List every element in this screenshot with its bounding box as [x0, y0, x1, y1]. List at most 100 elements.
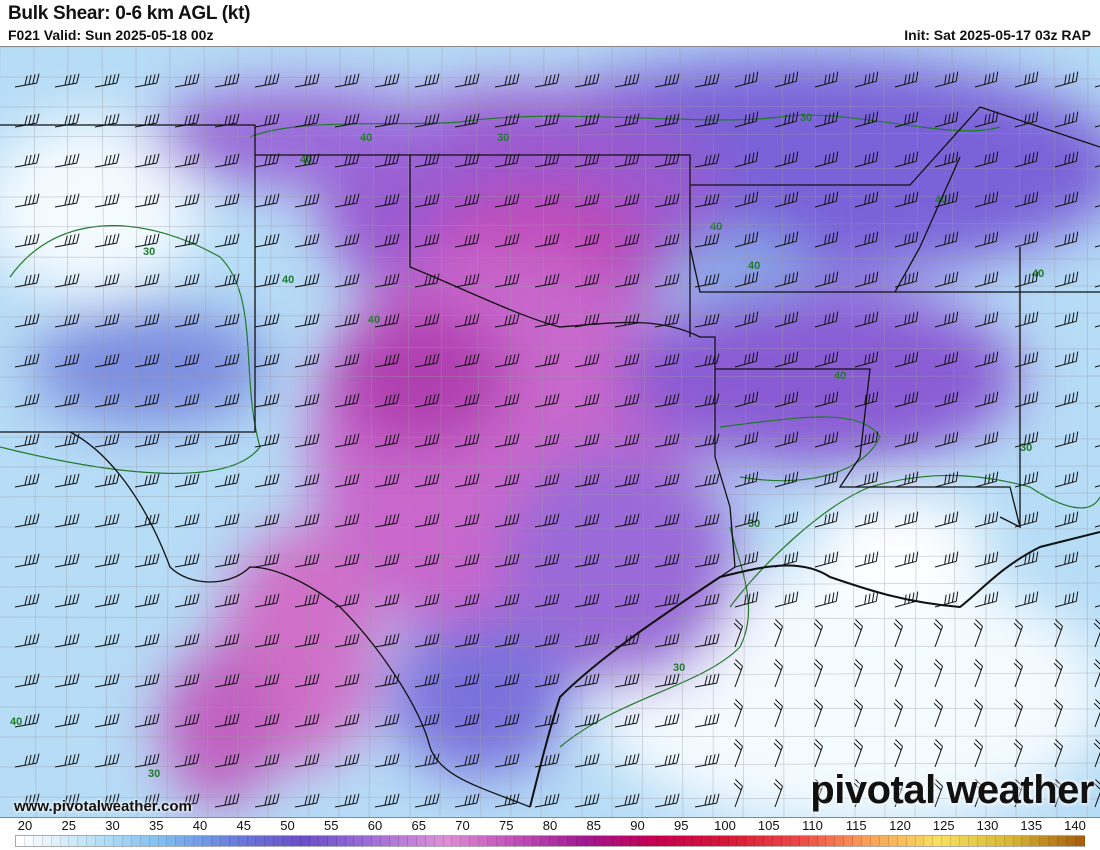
colorbar-cell — [951, 836, 961, 846]
wind-barb — [614, 753, 640, 768]
wind-barb — [414, 393, 440, 408]
wind-barb — [54, 73, 80, 88]
wind-barb — [934, 431, 959, 448]
wind-barb — [94, 433, 120, 448]
wind-barb — [494, 673, 520, 688]
wind-barb — [494, 73, 520, 88]
wind-barb — [694, 393, 720, 408]
colorbar-cell — [265, 836, 275, 846]
colorbar-tick-label: 125 — [932, 818, 955, 833]
wind-barb — [894, 351, 919, 368]
county-line — [577, 47, 583, 817]
colorbar-cell — [790, 836, 800, 846]
county-line — [1086, 47, 1089, 817]
wind-barb — [574, 793, 600, 808]
colorbar-tick-label: 40 — [192, 818, 208, 833]
wind-barb — [574, 593, 600, 608]
wind-barb — [254, 713, 280, 728]
wind-barb — [1014, 471, 1039, 488]
county-line — [0, 256, 1100, 260]
wind-barb — [1054, 311, 1079, 328]
county-line — [0, 526, 1100, 530]
colorbar-cell — [238, 836, 248, 846]
wind-barb — [254, 193, 280, 208]
colorbar-cell — [229, 836, 239, 846]
wind-barb — [374, 713, 400, 728]
colorbar-tick-label: 120 — [889, 818, 911, 833]
wind-barb — [334, 713, 360, 728]
wind-barb — [94, 233, 120, 248]
wind-barb — [574, 313, 600, 328]
wind-barb — [214, 153, 240, 168]
wind-barb — [414, 313, 440, 328]
colorbar-cell — [194, 836, 204, 846]
wind-barb — [454, 473, 480, 488]
wind-barb — [974, 111, 999, 128]
init-time: Init: Sat 2025-05-17 03z RAP — [904, 27, 1091, 43]
colorbar-cell — [835, 836, 845, 846]
wind-barb — [694, 473, 720, 488]
county-line — [267, 47, 273, 817]
wind-barb — [174, 193, 200, 208]
colorbar-cell — [309, 836, 319, 846]
wind-barb — [1054, 591, 1079, 608]
wind-barb — [54, 673, 80, 688]
wind-barb — [814, 591, 839, 608]
wind-barb — [614, 473, 640, 488]
wind-barb — [973, 699, 983, 728]
wind-barb — [134, 113, 160, 128]
colorbar-cell — [968, 836, 978, 846]
county-line — [509, 47, 512, 817]
wind-barb — [614, 193, 640, 208]
colorbar-cell — [550, 836, 560, 846]
wind-barb — [614, 233, 640, 248]
wind-barb — [1053, 699, 1063, 728]
wind-barb — [894, 591, 919, 608]
wind-barb — [14, 513, 40, 528]
wind-barb — [534, 153, 560, 168]
wind-barb — [974, 231, 999, 248]
wind-barb — [94, 793, 120, 808]
wind-barb — [14, 753, 40, 768]
wind-barb — [614, 633, 640, 648]
colorbar-cell — [140, 836, 150, 846]
wind-barb — [494, 593, 520, 608]
county-line — [641, 47, 647, 817]
wind-barb — [974, 471, 999, 488]
wind-barb — [733, 779, 743, 808]
colorbar-cell — [496, 836, 506, 846]
wind-barb — [974, 191, 999, 208]
wind-barb — [854, 311, 879, 328]
wind-barb — [54, 593, 80, 608]
wind-barb — [94, 593, 120, 608]
colorbar-cell — [737, 836, 747, 846]
wind-barb — [614, 113, 640, 128]
county-line — [368, 47, 375, 817]
wind-barb — [694, 433, 720, 448]
wind-barb — [774, 231, 799, 248]
wind-barb — [1053, 619, 1063, 648]
colorbar-tick-label: 30 — [105, 818, 120, 833]
wind-barb — [54, 313, 80, 328]
colorbar-cell — [425, 836, 435, 846]
wind-barb — [134, 433, 160, 448]
county-line — [883, 47, 886, 817]
wind-barb — [1054, 111, 1079, 128]
wind-barb — [813, 659, 823, 688]
website-url[interactable]: www.pivotalweather.com — [14, 798, 192, 815]
wind-barb — [813, 779, 823, 808]
wind-barb — [534, 713, 560, 728]
wind-barb — [294, 473, 320, 488]
colorbar-ticks: 20 25 30 35 40 45 50 55 60 65 70 75 80 85 90 95 100 105 11… — [0, 818, 1100, 834]
wind-barb — [94, 313, 120, 328]
county-line — [914, 47, 919, 817]
county-line — [679, 47, 684, 817]
colorbar-cell — [657, 836, 667, 846]
wind-barb — [454, 713, 480, 728]
wind-barb — [174, 153, 200, 168]
wind-barb — [734, 151, 759, 168]
wind-barb — [814, 311, 839, 328]
wind-barb — [454, 273, 480, 288]
wind-barb — [14, 193, 40, 208]
